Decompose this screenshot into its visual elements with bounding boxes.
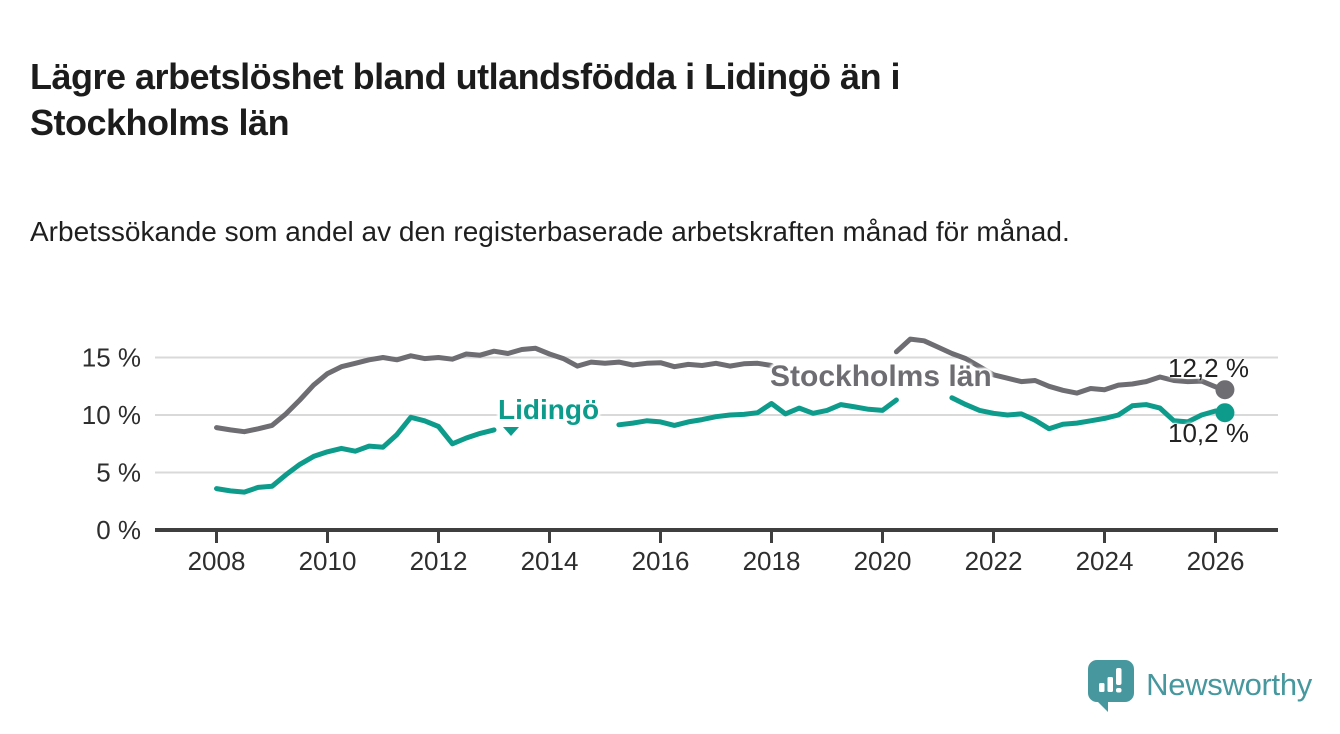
series-end-dot <box>1215 380 1235 400</box>
logo-wordmark: Newsworthy <box>1146 667 1312 702</box>
x-axis-tick-label: 2026 <box>1187 546 1245 576</box>
x-axis-tick-label: 2016 <box>632 546 690 576</box>
series-line <box>893 336 1228 396</box>
end-value-lidingo: 10,2 % <box>1168 418 1249 448</box>
x-axis-tick-label: 2008 <box>188 546 246 576</box>
x-axis-tick-label: 2022 <box>965 546 1023 576</box>
y-axis-label: 10 % <box>82 400 141 430</box>
page-subtitle: Arbetssökande som andel av den registerb… <box>30 216 1070 247</box>
label-pointer-icon <box>503 427 519 436</box>
x-axis-tick-label: 2018 <box>743 546 801 576</box>
series-end-dot <box>1215 403 1235 423</box>
y-axis-label: 15 % <box>82 343 141 373</box>
page-title: Lägre arbetslöshet bland utlandsfödda i … <box>30 56 901 144</box>
series-label-stockholm: Stockholms län <box>770 360 992 393</box>
newsworthy-logo: Newsworthy <box>1087 658 1312 712</box>
x-axis-tick-label: 2024 <box>1076 546 1134 576</box>
series-line <box>949 395 1228 432</box>
y-axis-label: 0 % <box>96 515 141 545</box>
y-axis-label: 5 % <box>96 458 141 488</box>
series-label-lidingo: Lidingö <box>498 394 600 425</box>
series-line <box>616 397 899 428</box>
series-line <box>214 345 774 435</box>
x-axis-tick-label: 2020 <box>854 546 912 576</box>
end-value-stockholm: 12,2 % <box>1168 353 1249 383</box>
x-axis-tick-label: 2010 <box>299 546 357 576</box>
x-axis-tick-label: 2012 <box>410 546 468 576</box>
x-axis-tick-label: 2014 <box>521 546 579 576</box>
bar-chart-speech-bubble-icon <box>1088 660 1135 712</box>
series-line <box>214 414 497 495</box>
